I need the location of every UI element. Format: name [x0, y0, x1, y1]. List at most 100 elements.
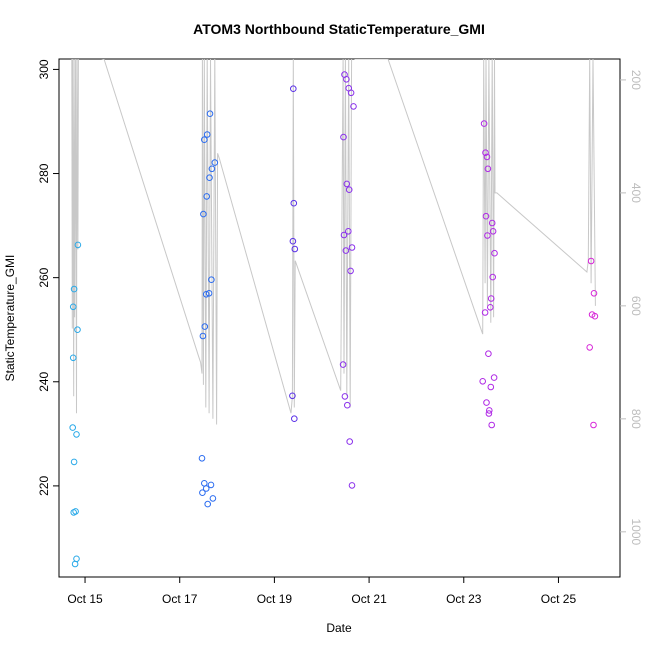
data-point-s1-p1 [199, 489, 206, 497]
secondary-tick-label-400: 400 [629, 183, 643, 203]
data-point-s4-p20 [491, 249, 498, 257]
x-tick-label-17: Oct 17 [162, 592, 198, 606]
data-point-s3-p4 [341, 393, 349, 400]
data-point-s4-p10 [485, 410, 493, 417]
data-point-s4-p17 [489, 273, 497, 281]
data-point-s3-p13 [347, 267, 354, 275]
data-point-s3-p6 [343, 76, 350, 83]
altitude-trace-line [71, 59, 596, 425]
data-point-s1-p11 [204, 500, 211, 508]
data-point-s4-p19 [490, 374, 498, 381]
data-point-s4-p18 [489, 228, 497, 235]
data-point-s4-p4 [482, 212, 490, 220]
x-axis-label: Date [326, 621, 352, 635]
data-point-s5-p3 [590, 421, 597, 429]
data-point-s3-p16 [348, 482, 356, 489]
data-point-s0-p1 [69, 354, 77, 362]
x-tick-label-23: Oct 23 [446, 592, 482, 606]
data-point-s3-p9 [345, 228, 352, 235]
data-point-s2-p4 [291, 415, 298, 423]
data-point-s1-p5 [201, 136, 208, 143]
data-point-s4-p6 [483, 153, 491, 161]
data-point-s4-p1 [480, 120, 488, 127]
data-point-s4-p2 [481, 309, 489, 316]
data-point-s3-p5 [342, 247, 350, 254]
y-tick-label-300: 300 [37, 59, 51, 79]
data-point-s1-p15 [207, 481, 215, 489]
y-tick-label-220: 220 [37, 476, 51, 496]
data-point-s3-p1 [340, 133, 347, 141]
data-point-s1-p8 [202, 291, 210, 298]
altitude-trace-layer [71, 59, 596, 425]
data-point-s0-p0 [69, 424, 76, 431]
data-point-s0-p10 [74, 326, 81, 334]
data-point-s5-p0 [586, 344, 594, 351]
data-point-s1-p9 [203, 193, 210, 200]
data-point-s0-p4 [70, 458, 78, 466]
data-point-s3-p11 [345, 186, 353, 193]
data-point-s1-p7 [202, 485, 210, 492]
data-point-s3-p0 [339, 361, 347, 368]
data-point-s0-p11 [74, 241, 82, 249]
data-point-s1-p19 [211, 159, 219, 166]
data-point-s4-p16 [488, 219, 496, 227]
data-point-s0-p9 [73, 431, 80, 438]
points-layer [69, 71, 599, 568]
x-tick-label-21: Oct 21 [351, 592, 387, 606]
y-tick-label-280: 280 [37, 163, 51, 183]
data-point-s3-p14 [347, 89, 355, 97]
data-point-s4-p3 [482, 149, 489, 156]
data-point-s4-p7 [484, 232, 491, 239]
data-point-s1-p0 [198, 455, 206, 462]
data-point-s2-p5 [291, 245, 299, 253]
data-point-s0-p3 [70, 285, 78, 293]
data-point-s0-p7 [72, 508, 79, 515]
data-point-s4-p14 [487, 295, 495, 302]
data-point-s0-p2 [69, 303, 77, 311]
data-point-s1-p14 [206, 110, 214, 117]
data-point-s2-p0 [289, 392, 296, 400]
data-point-s1-p12 [205, 290, 213, 297]
y-tick-label-240: 240 [37, 371, 51, 391]
data-point-s3-p12 [346, 438, 354, 445]
chart-title: ATOM3 Northbound StaticTemperature_GMI [193, 21, 485, 37]
data-point-s1-p6 [201, 323, 209, 330]
data-point-s5-p5 [591, 312, 599, 320]
plot-area [58, 58, 621, 578]
data-point-s4-p8 [484, 165, 492, 173]
data-point-s5-p4 [590, 290, 598, 297]
data-point-s2-p2 [290, 85, 297, 92]
axes-layer: 220 240 260 280 300 Oct 15 Oct 17 Oct 19 Oct 21 O… [37, 59, 643, 606]
data-point-s4-p13 [487, 383, 495, 391]
data-point-s4-p0 [479, 378, 487, 385]
data-point-s1-p2 [199, 332, 207, 340]
data-point-s1-p16 [208, 276, 215, 284]
data-point-s3-p15 [348, 244, 356, 251]
data-point-s1-p17 [208, 165, 216, 173]
data-point-s4-p5 [483, 399, 490, 406]
secondary-tick-label-1000: 1000 [629, 518, 643, 545]
data-point-s1-p3 [200, 210, 207, 218]
data-point-s5-p1 [587, 257, 595, 265]
data-point-s4-p9 [485, 350, 492, 358]
data-point-s1-p13 [206, 174, 213, 181]
y-axis-label: StaticTemperature_GMI [3, 255, 17, 382]
x-tick-label-25: Oct 25 [541, 592, 577, 606]
data-point-s4-p12 [487, 304, 494, 311]
data-point-s3-p17 [350, 103, 357, 110]
data-point-s2-p3 [290, 199, 298, 207]
data-point-s3-p2 [340, 231, 348, 239]
data-point-s1-p10 [203, 131, 211, 138]
secondary-tick-label-200: 200 [629, 70, 643, 90]
data-point-s0-p8 [73, 555, 80, 563]
data-point-s1-p18 [209, 495, 217, 502]
x-tick-label-15: Oct 15 [67, 592, 103, 606]
data-point-s2-p1 [289, 237, 297, 245]
secondary-tick-label-800: 800 [629, 409, 643, 429]
x-tick-label-19: Oct 19 [257, 592, 293, 606]
data-point-s3-p7 [343, 180, 351, 188]
data-point-s3-p8 [344, 401, 351, 409]
data-point-s4-p11 [486, 407, 493, 414]
secondary-tick-label-600: 600 [629, 296, 643, 316]
